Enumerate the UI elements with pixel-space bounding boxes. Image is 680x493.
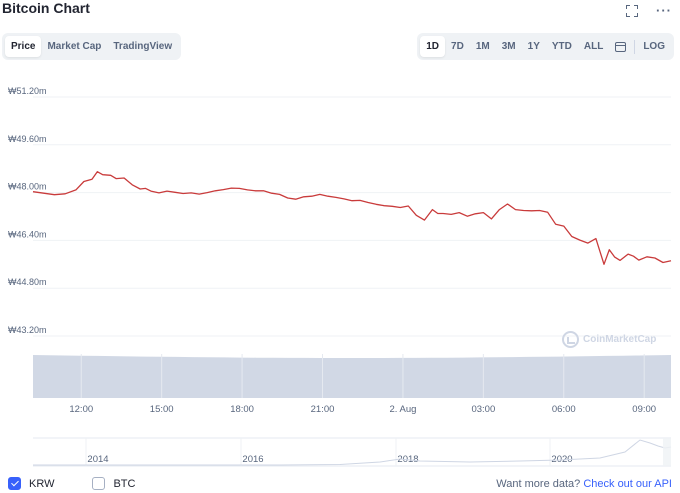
x-tick-label: 09:00 xyxy=(632,404,656,415)
x-tick-label: 21:00 xyxy=(311,404,335,415)
header-actions: ··· xyxy=(626,4,672,18)
currency-legend: KRW BTC xyxy=(8,477,173,490)
api-promo: Want more data? Check out our API xyxy=(496,478,672,490)
y-tick-label: ₩49.60m xyxy=(8,134,47,144)
time-range-selector: 1D 7D 1M 3M 1Y YTD ALL LOG xyxy=(417,33,674,60)
price-series xyxy=(32,171,672,265)
range-7d-button[interactable]: 7D xyxy=(451,41,464,52)
btc-label: BTC xyxy=(113,477,136,490)
volume-fill xyxy=(33,355,671,398)
tab-market-cap[interactable]: Market Cap xyxy=(47,41,102,52)
chart-grid xyxy=(33,96,671,337)
range-all-button[interactable]: ALL xyxy=(583,41,604,52)
navigator-history-line xyxy=(33,439,672,466)
range-1y-button[interactable]: 1Y xyxy=(527,41,540,52)
chart-type-tabs: Price Market Cap TradingView xyxy=(2,33,182,60)
range-3m-button[interactable]: 3M xyxy=(501,41,516,52)
fullscreen-icon[interactable] xyxy=(626,5,638,17)
y-axis: ₩51.20m ₩49.60m ₩48.00m ₩46.40m ₩44.80m ₩43.2… xyxy=(8,86,47,335)
api-prompt: Want more data? xyxy=(496,478,581,490)
y-tick-label: ₩51.20m xyxy=(8,86,47,96)
x-tick-label: 2. Aug xyxy=(389,404,416,415)
divider xyxy=(634,39,636,54)
x-tick-label: 12:00 xyxy=(69,404,93,415)
range-navigator: 2014 2016 2018 2020 xyxy=(33,437,672,467)
range-ytd-button[interactable]: YTD xyxy=(551,41,572,52)
cmc-logo-icon xyxy=(562,331,579,348)
more-options-icon[interactable]: ··· xyxy=(656,3,672,18)
navigator-selection xyxy=(663,438,671,466)
btc-checkbox[interactable] xyxy=(92,477,106,490)
x-axis: 12:00 15:00 18:00 21:00 2. Aug 03:00 06:00 09:0… xyxy=(69,354,656,415)
y-tick-label: ₩44.80m xyxy=(8,277,47,287)
navigator-year-label: 2016 xyxy=(242,454,263,465)
tab-price[interactable]: Price xyxy=(5,36,42,57)
cmc-watermark: CoinMarketCap xyxy=(562,331,656,348)
price-line xyxy=(32,171,672,265)
navigator-year-label: 2014 xyxy=(87,454,108,465)
krw-checkbox[interactable] xyxy=(8,477,21,490)
x-tick-label: 03:00 xyxy=(471,404,495,415)
y-tick-label: ₩48.00m xyxy=(8,182,47,192)
page-title: Bitcoin Chart xyxy=(2,0,90,16)
volume-area xyxy=(33,355,671,398)
x-tick-label: 18:00 xyxy=(230,404,254,415)
tab-tradingview[interactable]: TradingView xyxy=(113,41,173,52)
range-1d-button[interactable]: 1D xyxy=(420,36,446,57)
y-tick-label: ₩43.20m xyxy=(8,325,47,335)
watermark-text: CoinMarketCap xyxy=(583,334,657,345)
calendar-icon[interactable] xyxy=(615,41,627,52)
range-1m-button[interactable]: 1M xyxy=(475,41,490,52)
y-tick-label: ₩46.40m xyxy=(8,229,47,239)
x-tick-label: 06:00 xyxy=(552,404,576,415)
krw-label: KRW xyxy=(29,477,55,490)
x-tick-label: 15:00 xyxy=(150,404,174,415)
log-scale-button[interactable]: LOG xyxy=(643,41,665,52)
api-link[interactable]: Check out our API xyxy=(583,478,672,490)
